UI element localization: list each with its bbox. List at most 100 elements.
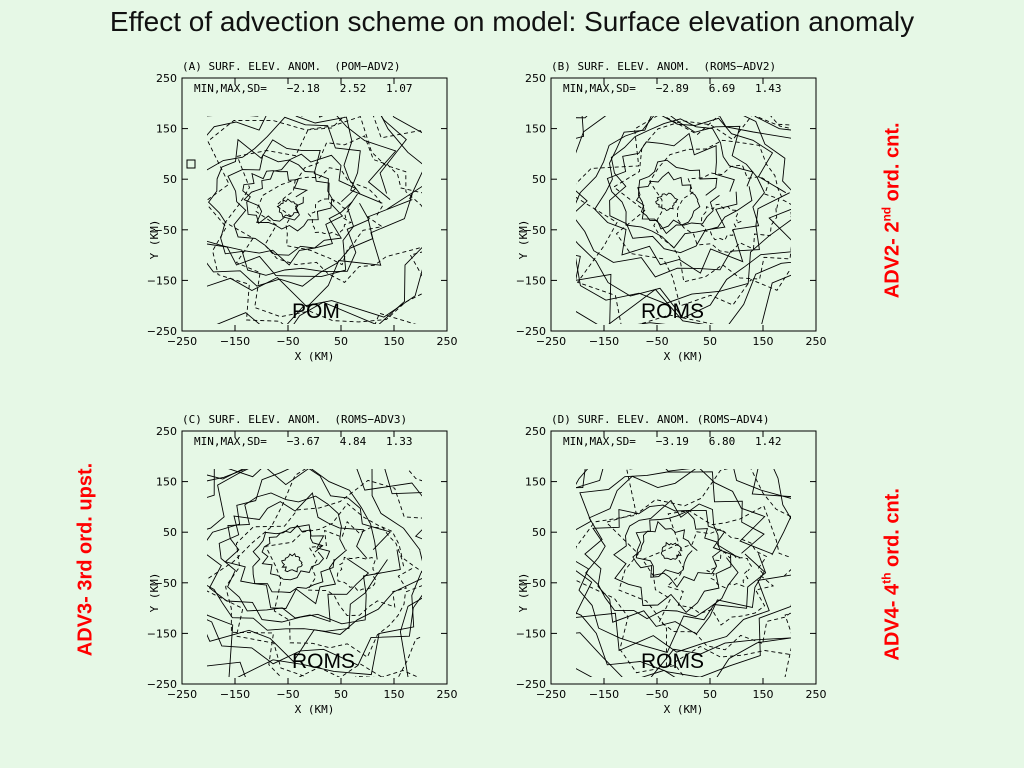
y-tick-label: −150 xyxy=(516,627,546,640)
positive-contour xyxy=(252,524,335,593)
y-tick-label: −50 xyxy=(523,224,546,237)
panel-stats: MIN,MAX,SD= −2.18 2.52 1.07 xyxy=(194,82,413,95)
positive-contour xyxy=(655,192,679,212)
positive-contour xyxy=(584,469,773,635)
marker-square xyxy=(186,159,196,169)
panel-title: (C) SURF. ELEV. ANOM. (ROMS−ADV3) xyxy=(182,413,408,426)
positive-contour xyxy=(594,116,766,274)
positive-contour xyxy=(224,492,348,609)
y-tick-label: 50 xyxy=(163,526,177,539)
x-tick-label: −250 xyxy=(536,688,566,701)
y-tick-label: −50 xyxy=(154,577,177,590)
x-tick-label: 50 xyxy=(334,688,348,701)
positive-contour xyxy=(609,118,754,254)
y-tick-label: 50 xyxy=(532,173,546,186)
x-tick-label: −250 xyxy=(536,335,566,348)
negative-contour xyxy=(307,520,413,616)
x-tick-label: −50 xyxy=(276,688,299,701)
y-tick-label: 150 xyxy=(525,123,546,136)
y-tick-label: 250 xyxy=(525,72,546,85)
positive-contour xyxy=(281,552,303,573)
x-axis-label: X (KM) xyxy=(664,350,704,363)
negative-contour xyxy=(666,528,775,626)
x-tick-label: −250 xyxy=(167,335,197,348)
x-tick-label: −150 xyxy=(589,335,619,348)
y-tick-label: 50 xyxy=(163,173,177,186)
panel-d: (D) SURF. ELEV. ANOM. (ROMS−ADV4) MIN,MA… xyxy=(516,408,827,738)
negative-contour xyxy=(613,116,791,307)
x-tick-label: −150 xyxy=(220,335,250,348)
positive-contour xyxy=(576,469,791,677)
contour-plot: −250 −150 −50 50 150 250 250 150 50 −50 −150 −250 X … xyxy=(516,72,827,363)
model-label: ROMS xyxy=(641,300,704,323)
x-tick-label: 250 xyxy=(806,688,827,701)
positive-contour xyxy=(207,571,422,677)
x-tick-label: 250 xyxy=(437,688,458,701)
side-label-adv4: ADV4- 4th ord. cnt. xyxy=(879,488,904,661)
positive-contour xyxy=(207,469,401,625)
positive-contour xyxy=(576,469,791,653)
negative-contour xyxy=(576,469,791,677)
y-axis-label: Y (KM) xyxy=(148,220,161,260)
positive-contour xyxy=(207,116,413,308)
x-tick-label: 50 xyxy=(703,335,717,348)
negative-contour xyxy=(336,556,378,592)
contour-plot: −250 −150 −50 50 150 250 250 150 50 −50 −150 −250 X … xyxy=(147,72,458,363)
x-tick-label: −150 xyxy=(589,688,619,701)
positive-contour xyxy=(207,469,422,663)
panel-b: (B) SURF. ELEV. ANOM. (ROMS−ADV2) MIN,MA… xyxy=(516,55,827,385)
negative-contour xyxy=(224,116,422,323)
positive-contour xyxy=(585,504,741,620)
positive-contour xyxy=(207,116,383,276)
positive-contour xyxy=(242,170,309,225)
y-tick-label: 50 xyxy=(532,526,546,539)
x-tick-label: −150 xyxy=(220,688,250,701)
positive-contour xyxy=(293,116,422,324)
positive-contour xyxy=(576,116,791,324)
negative-contour xyxy=(576,116,791,324)
y-tick-label: −150 xyxy=(147,627,177,640)
x-tick-label: 250 xyxy=(437,335,458,348)
panel-stats: MIN,MAX,SD= −3.67 4.84 1.33 xyxy=(194,435,413,448)
y-tick-label: −150 xyxy=(147,274,177,287)
x-tick-label: −250 xyxy=(167,688,197,701)
negative-contour xyxy=(605,469,791,669)
y-axis-label: Y (KM) xyxy=(517,220,530,260)
plot-frame xyxy=(550,430,817,685)
x-tick-label: 50 xyxy=(334,335,348,348)
positive-contour xyxy=(216,116,422,324)
y-tick-label: −250 xyxy=(516,325,546,338)
positive-contour xyxy=(207,116,361,277)
y-tick-label: 150 xyxy=(156,476,177,489)
y-tick-label: 250 xyxy=(156,425,177,438)
model-label: ROMS xyxy=(292,650,355,673)
x-tick-label: −50 xyxy=(645,688,668,701)
positive-contour xyxy=(638,159,720,235)
negative-contour xyxy=(225,479,422,677)
contour-lines xyxy=(207,469,422,677)
negative-contour xyxy=(207,469,422,677)
positive-contour xyxy=(243,159,333,232)
negative-contour xyxy=(705,551,753,589)
positive-contour xyxy=(613,499,735,614)
positive-contour xyxy=(635,510,723,588)
positive-contour xyxy=(576,116,791,305)
y-tick-label: −150 xyxy=(516,274,546,287)
positive-contour xyxy=(208,138,344,266)
negative-contour xyxy=(700,203,742,241)
y-tick-label: 150 xyxy=(156,123,177,136)
panel-c: (C) SURF. ELEV. ANOM. (ROMS−ADV3) MIN,MA… xyxy=(147,408,458,738)
y-tick-label: −50 xyxy=(154,224,177,237)
y-tick-label: −250 xyxy=(516,678,546,691)
positive-contour xyxy=(660,541,683,561)
negative-contour xyxy=(641,505,791,651)
panel-stats: MIN,MAX,SD= −3.19 6.80 1.42 xyxy=(563,435,782,448)
x-tick-label: −50 xyxy=(645,335,668,348)
x-tick-label: 150 xyxy=(753,688,774,701)
negative-contour xyxy=(207,116,422,324)
positive-contour xyxy=(207,469,422,666)
y-tick-label: −250 xyxy=(147,325,177,338)
y-axis-label: Y (KM) xyxy=(517,573,530,613)
negative-contour xyxy=(265,503,422,658)
positive-contour xyxy=(576,116,791,324)
